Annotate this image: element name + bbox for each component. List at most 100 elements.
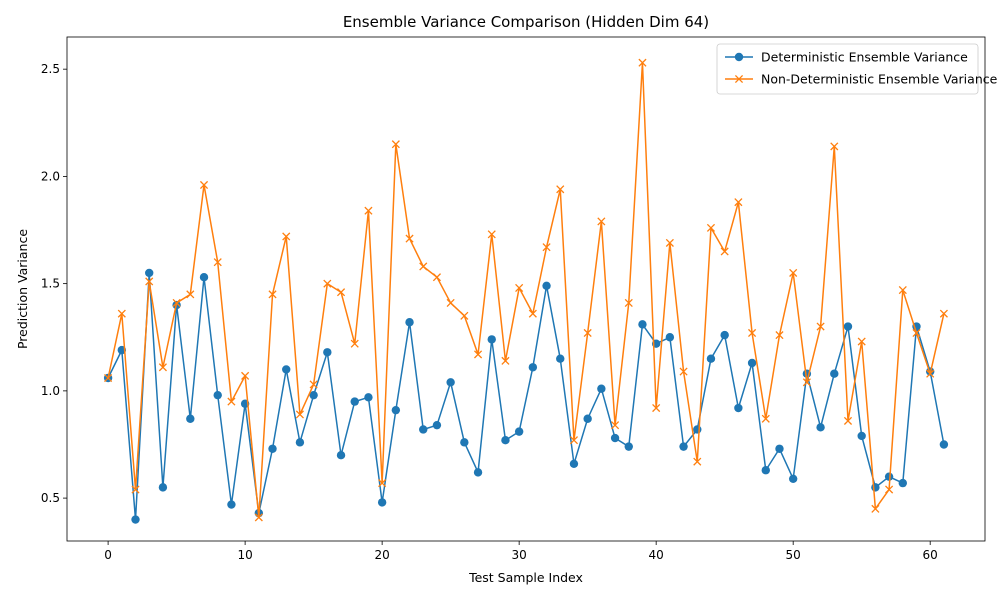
data-point-non-deterministic bbox=[926, 369, 935, 378]
data-point-deterministic bbox=[158, 483, 168, 492]
marker-stroke bbox=[569, 436, 579, 445]
marker-stroke bbox=[748, 328, 757, 338]
data-point-deterministic bbox=[501, 436, 510, 445]
data-point-deterministic bbox=[473, 468, 483, 477]
data-point-non-deterministic bbox=[857, 337, 866, 346]
marker-stroke bbox=[693, 457, 702, 466]
y-tick-label: 0.5 bbox=[41, 491, 60, 505]
data-point-non-deterministic bbox=[802, 378, 811, 387]
legend-marker bbox=[734, 74, 744, 84]
legend-entry-non-deterministic: Non-Deterministic Ensemble Variance bbox=[725, 72, 998, 87]
marker-stroke bbox=[926, 369, 935, 378]
data-point-non-deterministic bbox=[378, 479, 387, 488]
data-point-non-deterministic bbox=[706, 223, 716, 232]
data-point-non-deterministic bbox=[898, 286, 907, 295]
data-point-non-deterministic bbox=[748, 328, 757, 338]
data-point-deterministic bbox=[542, 281, 551, 290]
data-point-non-deterministic bbox=[843, 416, 853, 425]
marker-stroke bbox=[528, 309, 537, 318]
legend: Deterministic Ensemble Variance Non-Deter… bbox=[716, 43, 998, 95]
marker-stroke bbox=[487, 230, 496, 239]
marker-stroke bbox=[432, 273, 441, 282]
data-point-non-deterministic bbox=[104, 373, 113, 383]
marker-stroke bbox=[419, 262, 428, 271]
data-point-non-deterministic bbox=[501, 356, 510, 365]
data-point-non-deterministic bbox=[556, 185, 565, 194]
marker-stroke bbox=[830, 142, 839, 151]
x-tick-label: 50 bbox=[786, 548, 801, 562]
data-point-non-deterministic bbox=[679, 367, 688, 376]
data-point-non-deterministic bbox=[583, 328, 592, 338]
data-point-deterministic bbox=[720, 330, 729, 340]
marker-stroke bbox=[720, 247, 729, 256]
data-point-non-deterministic bbox=[665, 238, 674, 247]
data-point-non-deterministic bbox=[775, 331, 784, 340]
data-point-non-deterministic bbox=[117, 309, 126, 318]
data-point-non-deterministic bbox=[761, 414, 770, 423]
marker-stroke bbox=[638, 58, 647, 67]
data-point-deterministic bbox=[419, 425, 428, 434]
marker-stroke bbox=[857, 337, 866, 346]
data-point-deterministic bbox=[186, 414, 195, 423]
legend-label: Non-Deterministic Ensemble Variance bbox=[761, 72, 998, 87]
legend-label: Deterministic Ensemble Variance bbox=[761, 50, 968, 65]
marker-stroke bbox=[241, 371, 250, 380]
marker-stroke bbox=[309, 380, 318, 389]
data-point-deterministic bbox=[610, 433, 620, 443]
legend-entry-deterministic: Deterministic Ensemble Variance bbox=[725, 50, 968, 65]
data-point-deterministic bbox=[843, 322, 853, 331]
data-point-deterministic bbox=[336, 451, 346, 460]
data-point-non-deterministic bbox=[720, 247, 729, 256]
marker-stroke bbox=[213, 258, 222, 267]
x-tick-label: 30 bbox=[512, 548, 527, 562]
marker-stroke bbox=[282, 232, 291, 241]
data-point-non-deterministic bbox=[885, 485, 894, 494]
data-point-deterministic bbox=[734, 403, 743, 413]
marker-stroke bbox=[131, 485, 140, 494]
data-point-non-deterministic bbox=[309, 380, 318, 389]
y-tick-label: 2.0 bbox=[41, 169, 60, 183]
data-point-non-deterministic bbox=[528, 309, 537, 318]
marker-stroke bbox=[734, 74, 744, 84]
data-point-non-deterministic bbox=[295, 410, 304, 419]
marker-stroke bbox=[378, 479, 387, 488]
data-point-non-deterministic bbox=[199, 180, 209, 190]
data-point-deterministic bbox=[898, 478, 907, 488]
marker-stroke bbox=[172, 298, 181, 308]
data-point-deterministic bbox=[405, 318, 414, 327]
marker-stroke bbox=[775, 331, 784, 340]
marker-stroke bbox=[405, 234, 414, 243]
data-point-non-deterministic bbox=[569, 436, 579, 445]
data-point-deterministic bbox=[295, 438, 305, 447]
data-point-deterministic bbox=[377, 498, 387, 507]
data-point-deterministic bbox=[432, 420, 442, 430]
data-point-deterministic bbox=[747, 358, 757, 368]
data-point-deterministic bbox=[364, 393, 373, 402]
data-point-non-deterministic bbox=[227, 397, 236, 406]
data-point-non-deterministic bbox=[460, 311, 469, 320]
plot-frame bbox=[66, 36, 986, 542]
data-point-deterministic bbox=[597, 384, 606, 393]
data-point-deterministic bbox=[446, 378, 455, 387]
data-point-deterministic bbox=[282, 365, 291, 374]
marker-stroke bbox=[597, 217, 606, 226]
data-point-non-deterministic bbox=[268, 290, 277, 299]
legend-box bbox=[716, 43, 979, 95]
data-point-non-deterministic bbox=[145, 277, 154, 286]
marker-stroke bbox=[117, 309, 126, 318]
marker-stroke bbox=[199, 180, 209, 190]
x-tick-label: 40 bbox=[649, 548, 664, 562]
marker-stroke bbox=[665, 238, 674, 247]
data-point-non-deterministic bbox=[734, 198, 743, 207]
data-point-non-deterministic bbox=[158, 363, 167, 372]
data-point-non-deterministic bbox=[391, 140, 400, 149]
marker-stroke bbox=[473, 350, 483, 359]
data-point-non-deterministic bbox=[542, 243, 551, 252]
marker-stroke bbox=[761, 414, 770, 423]
data-point-deterministic bbox=[213, 390, 222, 400]
marker-stroke bbox=[706, 223, 716, 232]
data-point-deterministic bbox=[514, 427, 524, 436]
data-point-non-deterministic bbox=[419, 262, 428, 271]
data-point-deterministic bbox=[624, 442, 633, 451]
